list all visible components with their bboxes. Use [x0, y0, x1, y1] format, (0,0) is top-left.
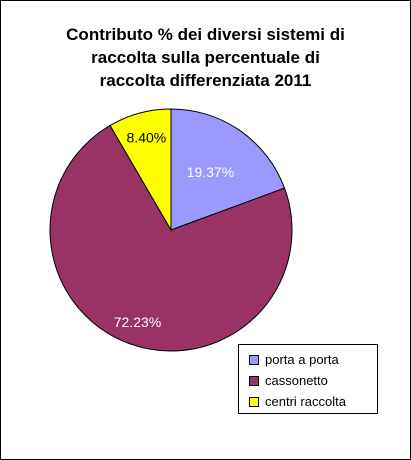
legend-item-cassonetto: cassonetto: [249, 370, 377, 391]
data-label-porta-a-porta: 19.37%: [187, 164, 234, 180]
pie-slice-porta-a-porta: [170, 108, 286, 231]
chart-title: Contributo % dei diversi sistemi di racc…: [1, 23, 410, 92]
chart-title-line-1: Contributo % dei diversi sistemi di: [66, 25, 345, 44]
legend-item-centri-raccolta: centri raccolta: [249, 391, 377, 412]
chart-legend: porta a porta cassonetto centri raccolta: [238, 344, 378, 414]
legend-label-porta-a-porta: porta a porta: [265, 352, 339, 367]
legend-swatch-cassonetto: [249, 375, 259, 386]
legend-swatch-porta-a-porta: [249, 354, 259, 365]
data-label-centri-raccolta: 8.40%: [127, 130, 167, 146]
legend-label-centri-raccolta: centri raccolta: [265, 394, 346, 409]
data-label-cassonetto: 72.23%: [114, 314, 161, 330]
legend-swatch-centri-raccolta: [249, 396, 259, 407]
pie-slice-cassonetto: [49, 124, 293, 352]
pie-slice-centri-raccolta: [109, 108, 172, 232]
legend-item-porta-a-porta: porta a porta: [249, 349, 377, 370]
chart-title-line-3: raccolta differenziata 2011: [99, 71, 312, 90]
legend-label-cassonetto: cassonetto: [265, 373, 328, 388]
chart-title-line-2: raccolta sulla percentuale di: [91, 48, 320, 67]
